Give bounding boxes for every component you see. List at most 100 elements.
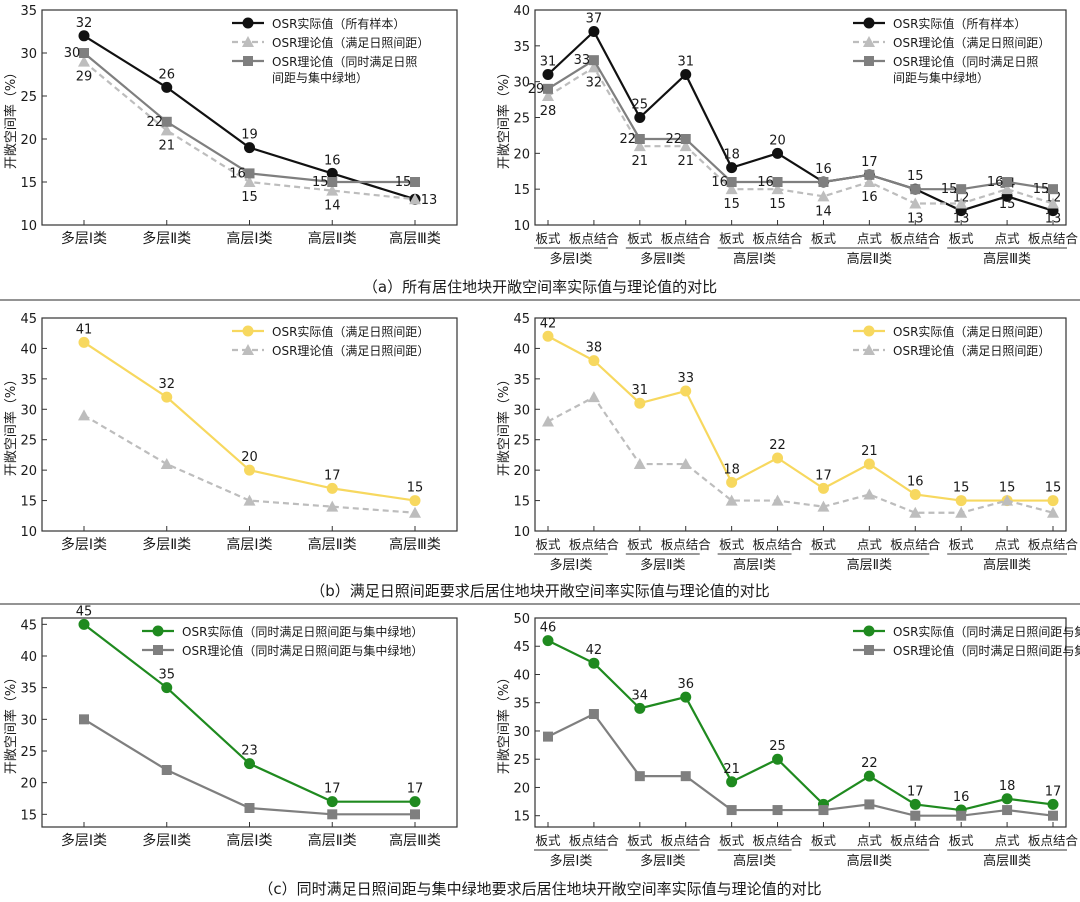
legend-label: OSR理论值（满足日照间距）: [272, 35, 429, 50]
x-tick-label: 多层Ⅱ类: [142, 230, 191, 247]
data-point: [726, 776, 738, 788]
y-tick-label: 20: [513, 147, 530, 162]
data-point: [78, 55, 90, 67]
plot-frame: [534, 317, 1067, 532]
legend-marker: [152, 625, 164, 637]
legend-label: OSR实际值（同时满足日照间距与集中绿地）: [182, 624, 423, 639]
data-label: 15: [999, 197, 1016, 212]
data-point: [244, 803, 255, 813]
series-gray_square: [543, 709, 1058, 821]
x-tick-label: 板式: [535, 833, 561, 848]
data-label: 16: [907, 474, 924, 489]
data-point: [771, 183, 784, 195]
x-tick-label: 高层Ⅱ类: [308, 832, 357, 849]
x-tick-label: 多层Ⅰ类: [61, 230, 107, 247]
series-gray_dashed: 28 32 21 21 15 15 14 16 13 13 15 13: [540, 61, 1061, 227]
y-tick-label: 20: [513, 464, 530, 479]
y-tick-label: 45: [513, 312, 530, 327]
y-tick-label: 30: [513, 76, 530, 91]
data-label: 25: [632, 98, 649, 113]
data-label: 22: [861, 756, 878, 771]
data-point: [680, 691, 692, 703]
legend-label: OSR实际值（所有样本）: [893, 16, 1026, 31]
series-line: [83, 341, 416, 502]
data-label: 16: [987, 175, 1004, 190]
group-label: 高层Ⅲ类: [983, 853, 1031, 869]
y-tick-label: 25: [513, 753, 530, 768]
data-point: [326, 482, 338, 494]
y-tick-label: 15: [20, 808, 37, 823]
x-tick-label: 板式: [535, 537, 561, 552]
y-tick-label: 25: [513, 112, 530, 127]
x-tick-label: 多层Ⅱ类: [142, 832, 191, 849]
legend-marker: [243, 56, 253, 66]
series-line: [547, 335, 1053, 502]
legend: OSR实际值（所有样本） OSR理论值（满足日照间距） OSR理论值（同时满足日照间…: [853, 16, 1050, 85]
x-tick-label: 板点结合: [1028, 833, 1079, 848]
y-tick-label: 25: [513, 434, 530, 449]
y-tick-label: 40: [513, 668, 530, 683]
legend: OSR实际值（满足日照间距） OSR理论值（满足日照间距）: [232, 324, 429, 358]
data-label: 23: [241, 744, 258, 759]
data-point: [634, 134, 645, 144]
legend-label: OSR理论值（满足日照间距）: [893, 35, 1050, 50]
y-tick-label: 15: [513, 495, 530, 510]
data-label: 33: [574, 53, 591, 68]
data-label: 37: [586, 12, 603, 27]
legend-marker: [864, 56, 874, 66]
group-label: 多层Ⅱ类: [640, 251, 685, 267]
data-label: 22: [769, 438, 786, 453]
data-point: [409, 506, 421, 518]
data-point: [817, 500, 830, 512]
legend-marker: [242, 17, 254, 29]
data-point: [78, 30, 90, 42]
data-point: [79, 48, 89, 58]
x-tick-label: 板点结合: [890, 537, 941, 552]
x-tick-label: 高层Ⅰ类: [226, 230, 272, 247]
data-point: [955, 506, 968, 518]
panel-caption: （b）满足日照间距要求后居住地块开敞空间率实际值与理论值的对比: [310, 582, 770, 600]
series-line: [547, 639, 1054, 812]
x-tick-label: 板点结合: [569, 833, 620, 848]
data-label: 15: [999, 481, 1016, 496]
data-point: [161, 765, 172, 775]
y-tick-label: 25: [20, 90, 37, 105]
x-tick-label: 板式: [949, 231, 975, 246]
legend-marker: [863, 344, 875, 355]
data-point: [863, 770, 875, 782]
x-tick-label: 高层Ⅰ类: [226, 536, 272, 553]
data-label: 17: [407, 782, 424, 797]
y-axis-title: 开敞空间率（%）: [496, 373, 512, 476]
data-point: [542, 90, 554, 101]
data-point: [1001, 494, 1014, 506]
y-axis-title: 开敞空间率（%）: [3, 66, 19, 169]
data-point: [1047, 197, 1059, 209]
legend-marker: [863, 325, 875, 337]
data-point: [772, 147, 784, 159]
data-label: 15: [723, 197, 740, 212]
data-point: [543, 731, 553, 742]
data-point: [326, 796, 338, 808]
data-label: 25: [769, 739, 786, 754]
data-point: [679, 458, 692, 470]
data-point: [1002, 177, 1013, 187]
data-point: [543, 83, 553, 94]
data-point: [818, 177, 829, 187]
y-tick-label: 15: [513, 810, 530, 825]
panel-caption: （a）所有居住地块开敞空间率实际值与理论值的对比: [363, 278, 717, 296]
y-tick-label: 20: [513, 781, 530, 796]
x-tick-label: 高层Ⅲ类: [389, 832, 441, 849]
series-gray_square: 30 22 16 15 15: [64, 46, 420, 190]
data-point: [160, 124, 173, 136]
data-point: [78, 618, 90, 630]
data-point: [680, 385, 692, 397]
x-tick-label: 板点结合: [661, 833, 712, 848]
data-point: [817, 482, 829, 494]
data-label: 30: [64, 46, 81, 61]
data-point: [772, 452, 784, 464]
x-tick-label: 板点结合: [890, 833, 941, 848]
y-tick-label: 40: [20, 650, 37, 665]
